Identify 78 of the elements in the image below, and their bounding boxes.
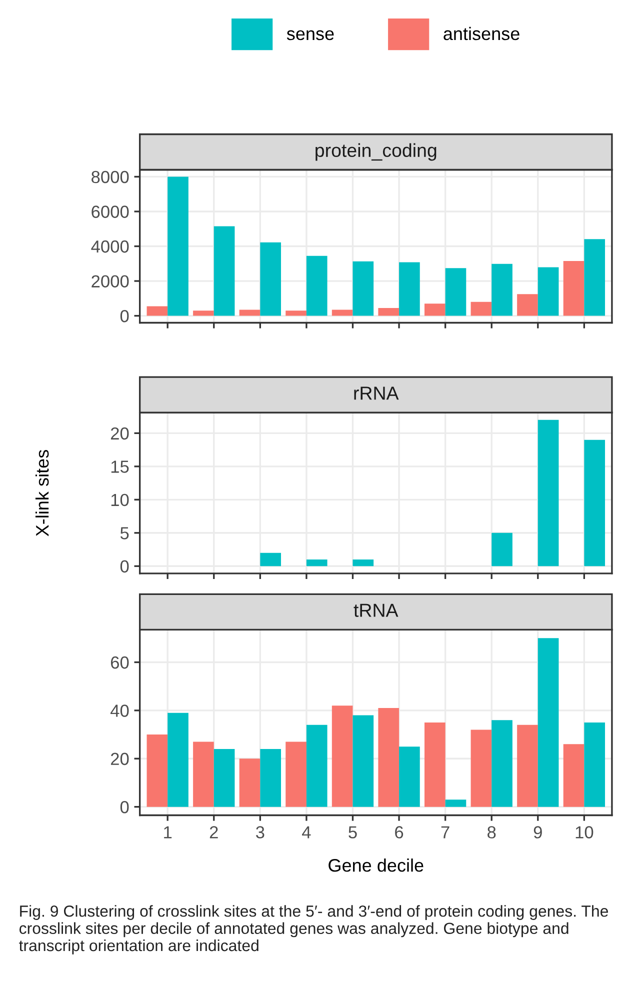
bar (214, 748, 235, 807)
y-tick-label: 0 (120, 800, 129, 814)
bar (286, 310, 306, 316)
bar (470, 730, 492, 807)
bar (538, 267, 559, 316)
bar (378, 708, 400, 807)
bar (563, 261, 584, 316)
x-tick-label: 3 (256, 826, 264, 838)
y-tick-label: 20 (110, 427, 129, 440)
chart-title: rRNA (354, 386, 399, 400)
bar (260, 748, 281, 807)
bar (306, 724, 328, 807)
bar (352, 715, 374, 807)
bar (332, 310, 353, 316)
bar (538, 420, 559, 566)
x-tick-label: 5 (348, 826, 357, 838)
x-tick-label: 9 (534, 826, 542, 838)
bar (584, 239, 606, 316)
x-tick-label: 8 (488, 826, 496, 838)
bar (492, 264, 512, 316)
bar (424, 722, 446, 807)
bar (146, 734, 168, 807)
bar (492, 532, 512, 566)
x-tick-label: 2 (210, 826, 218, 838)
bar (260, 552, 281, 566)
chart-title: protein_coding (316, 143, 436, 161)
x-axis-title: Gene decile (328, 858, 424, 872)
bar (239, 310, 260, 316)
y-tick-label: 20 (110, 752, 129, 766)
bar (399, 262, 420, 316)
bar (584, 722, 606, 807)
chart-title: tRNA (354, 604, 398, 617)
caption: Fig. 9 Clustering of crosslink sites at the 5′- and 3′-end of protein coding genes. The crosslink sites per decile of annotated genes was analyzed. Gene biotype and transcript orientation are indicated (19, 905, 608, 954)
x-tick-label: 6 (395, 826, 404, 838)
bar (470, 302, 492, 316)
y-tick-label: 2000 (92, 275, 129, 288)
bar (352, 559, 374, 566)
x-tick-label: 4 (302, 826, 311, 838)
y-tick-label: 0 (120, 310, 129, 322)
y-tick-label: 6000 (92, 206, 129, 218)
bar (378, 308, 400, 316)
bar (517, 724, 538, 807)
y-tick-label: 4000 (91, 240, 129, 253)
y-tick-label: 15 (111, 460, 129, 473)
y-tick-label: 0 (120, 560, 129, 573)
x-tick-label: 7 (441, 826, 450, 838)
bar (399, 746, 420, 807)
y-tick-label: 5 (120, 527, 129, 540)
bar (352, 261, 374, 316)
bar (538, 638, 559, 807)
bar (239, 758, 260, 807)
bar (584, 440, 606, 566)
bar (332, 706, 353, 807)
x-tick-label: 1 (164, 826, 172, 838)
legend-label: sense (286, 30, 334, 40)
y-tick-label: 10 (111, 494, 129, 506)
bar (306, 559, 328, 566)
legend-label: antisense (444, 26, 520, 40)
bar (492, 720, 512, 807)
bar (445, 268, 466, 316)
x-tick-label: 10 (576, 826, 594, 838)
bar (260, 242, 281, 316)
y-tick-label: 40 (110, 704, 129, 717)
bar (214, 226, 235, 316)
bar (563, 744, 584, 807)
bar (286, 742, 306, 807)
bar (193, 310, 214, 316)
bar (193, 742, 214, 807)
bar (424, 304, 446, 316)
bar (146, 306, 168, 316)
bar (306, 256, 328, 316)
bar (168, 176, 188, 316)
bar (517, 294, 538, 316)
y-tick-label: 60 (110, 656, 129, 669)
y-axis-title: X-link sites (35, 450, 49, 536)
bar (445, 800, 466, 807)
bar (168, 712, 188, 807)
y-tick-label: 8000 (92, 170, 129, 184)
